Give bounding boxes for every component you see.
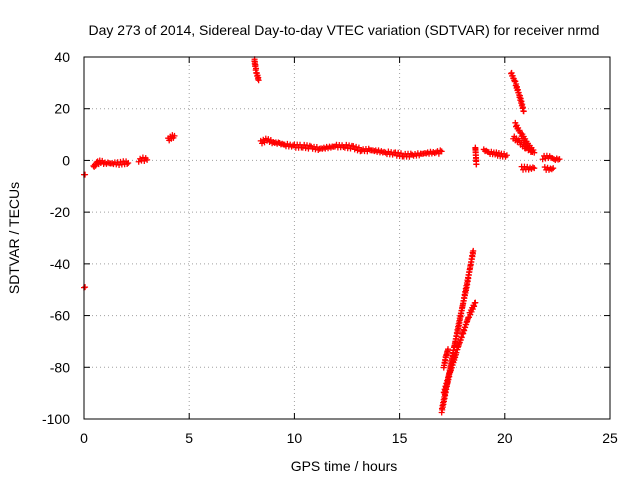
data-segment <box>518 163 538 173</box>
data-point-marker <box>529 148 536 155</box>
plot-frame <box>83 56 611 420</box>
x-tick-label: 20 <box>497 430 513 446</box>
y-tick-label: -40 <box>50 256 70 272</box>
x-tick-label: 0 <box>80 430 88 446</box>
data-point-marker <box>144 156 151 163</box>
data-point-marker <box>473 161 480 168</box>
data-point-marker <box>444 346 451 353</box>
data-point-marker <box>355 144 362 151</box>
y-axis-tick-labels: -100 -80 -60 -40 -20 0 20 40 <box>42 49 70 427</box>
data-point-marker <box>520 141 527 148</box>
data-points <box>81 56 563 416</box>
x-axis-label: GPS time / hours <box>291 458 398 474</box>
data-segment <box>472 144 480 168</box>
axis-ticks <box>83 56 611 420</box>
data-segment <box>508 69 527 115</box>
data-point-marker <box>520 108 527 115</box>
data-point-marker <box>255 77 262 84</box>
x-tick-label: 25 <box>602 430 618 446</box>
data-point-marker <box>82 171 89 178</box>
data-segment <box>440 299 479 396</box>
data-segment <box>251 56 262 84</box>
y-tick-label: 40 <box>54 49 70 65</box>
data-point-marker <box>125 160 132 167</box>
y-tick-label: 20 <box>54 101 70 117</box>
data-segment <box>257 135 445 160</box>
data-point-marker <box>92 162 99 169</box>
x-axis-tick-labels: 0 5 10 15 20 25 <box>80 430 618 446</box>
data-point-marker <box>503 152 510 159</box>
data-point-marker <box>550 165 557 172</box>
data-point-marker <box>470 247 477 254</box>
data-point-marker <box>171 132 178 139</box>
data-segment <box>480 146 510 160</box>
y-tick-label: -20 <box>50 204 70 220</box>
y-tick-label: -60 <box>50 308 70 324</box>
y-tick-label: -80 <box>50 359 70 375</box>
y-tick-label: 0 <box>62 152 70 168</box>
data-point-marker <box>438 148 445 155</box>
x-tick-label: 10 <box>287 430 303 446</box>
data-segment <box>135 154 151 165</box>
x-tick-label: 5 <box>185 430 193 446</box>
data-point-marker <box>556 156 563 163</box>
data-point-marker <box>82 284 89 291</box>
data-point-marker <box>124 160 131 167</box>
data-segment <box>510 133 536 156</box>
data-point-marker <box>472 299 479 306</box>
data-segment <box>90 157 132 170</box>
data-segment <box>539 152 563 163</box>
data-point-marker <box>539 156 546 163</box>
series-nrmd <box>81 56 563 416</box>
y-axis-label: SDTVAR / TECUs <box>6 182 22 294</box>
grid <box>84 57 610 419</box>
x-tick-label: 15 <box>392 430 408 446</box>
data-segment <box>165 132 178 144</box>
data-segment <box>440 346 451 371</box>
data-point-marker <box>353 143 360 150</box>
data-point-marker <box>531 165 538 172</box>
y-tick-label: -100 <box>42 411 70 427</box>
data-segment <box>541 164 557 173</box>
data-point-marker <box>350 143 357 150</box>
chart-title: Day 273 of 2014, Sidereal Day-to-day VTE… <box>89 22 600 38</box>
